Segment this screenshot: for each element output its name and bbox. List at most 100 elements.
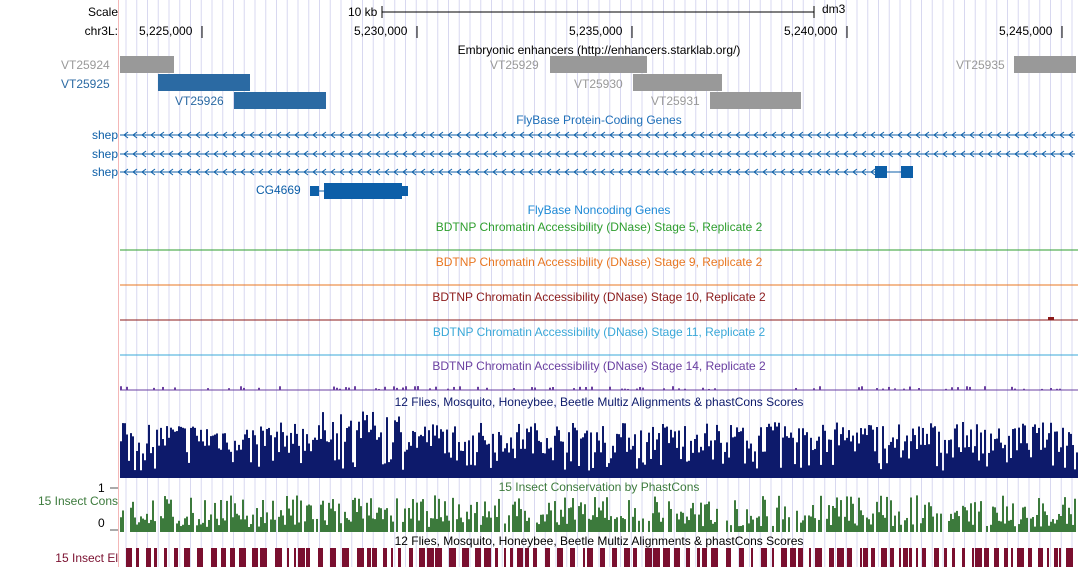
multiz-bar [600,452,602,478]
multiz-bar [370,429,372,478]
gene-label-shep[interactable]: shep [91,128,118,142]
ruler-ticks [201,26,1063,38]
enhancer-feature[interactable] [550,56,647,73]
multiz-bar [404,451,406,478]
cg4669-gene-model[interactable] [310,182,410,200]
dnase-stage11-signal[interactable] [120,341,1078,357]
enhancer-label[interactable]: VT25926 [175,94,224,108]
phastcons-bar [596,517,598,532]
phastcons-bar [248,526,250,532]
enhancer-label[interactable]: VT25931 [651,94,700,108]
phastcons-bar [910,497,912,532]
strand-arrow-icon [915,131,921,139]
conserved-element [815,548,822,567]
phastcons-bar [1050,521,1052,532]
strand-arrow-icon [258,131,264,139]
dnase-stage14-signal[interactable] [120,376,1078,392]
multiz-bar [272,460,274,478]
multiz-bar [924,444,926,478]
enhancer-feature[interactable] [633,74,722,91]
enhancer-feature[interactable] [1014,56,1076,73]
phastcons-bar [966,510,968,532]
multiz-conservation-graph[interactable] [120,408,1078,478]
strand-arrow-icon [1050,131,1056,139]
gene-label-cg4669[interactable]: CG4669 [256,183,301,197]
dnase-stage9-signal[interactable] [120,271,1078,287]
dnase-signal-bar [405,386,407,390]
phastcons-bar [584,504,586,532]
multiz-bar [954,428,956,478]
gene-label-shep[interactable]: shep [91,147,118,161]
phastcons-bar [870,524,872,532]
strand-arrow-icon [870,131,876,139]
gene-label-shep[interactable]: shep [91,165,118,179]
phastcons-bar [436,518,438,532]
conserved-element [398,548,401,567]
enhancer-feature[interactable] [234,92,326,109]
multiz-bar [462,450,464,478]
phastcons-bar [1054,523,1056,532]
phastcons-bar [296,495,298,532]
multiz-bar [818,436,820,478]
multiz-bar [748,448,750,478]
enhancer-label[interactable]: VT25929 [490,58,539,72]
dnase-stage10-signal[interactable] [120,306,1078,322]
phastcons-bar [1062,504,1064,532]
multiz-bar [782,437,784,478]
phastcons-bar [590,519,592,532]
strand-arrow-icon [249,131,255,139]
ruler-position: 5,225,000 [139,24,193,38]
multiz-bar [430,445,432,478]
phastcons-bar [494,505,496,532]
multiz-bar [392,442,394,478]
conserved-element [1054,548,1058,567]
enhancer-label[interactable]: VT25925 [61,77,110,91]
enhancer-label[interactable]: VT25924 [61,58,110,72]
strand-arrow-icon [123,150,129,158]
phastcons-bar [862,515,864,532]
strand-arrow-icon [843,150,849,158]
enhancer-feature[interactable] [120,56,174,73]
multiz-bar [1050,422,1052,478]
phastcons-graph[interactable] [120,494,1078,532]
enhancer-feature[interactable] [710,92,801,109]
multiz-bar [948,440,950,478]
enhancer-label[interactable]: VT25930 [574,77,623,91]
scale-bar [381,6,815,18]
dnase-stage5-signal[interactable] [120,236,1078,252]
multiz-bar [708,446,710,478]
multiz-bar [290,432,292,478]
shep-gene-models[interactable] [120,128,1078,184]
multiz-bar [534,423,536,478]
multiz-bar [502,451,504,478]
enhancer-label[interactable]: VT25935 [956,58,1005,72]
strand-arrow-icon [384,168,390,176]
conserved-elements-track[interactable] [120,548,1078,567]
enhancer-feature[interactable] [158,74,250,91]
elements-left-label[interactable]: 15 Insect El [55,551,118,565]
multiz-bar [302,428,304,478]
phastcons-left-label[interactable]: 15 Insect Cons [37,494,118,508]
multiz-bar [912,428,914,478]
phastcons-bar [1014,526,1016,532]
multiz-bar [444,453,446,478]
multiz-bar [450,457,452,478]
strand-arrow-icon [411,150,417,158]
phastcons-bar [922,518,924,532]
multiz-bar [422,436,424,478]
multiz-bar [506,443,508,478]
strand-arrow-icon [735,150,741,158]
multiz-bar [544,453,546,478]
phastcons-bar [430,518,432,532]
phastcons-bar [136,524,138,532]
conserved-element [211,548,217,567]
multiz-bar [1068,432,1070,478]
phastcons-bar [294,524,296,532]
strand-arrow-icon [924,131,930,139]
phastcons-bar [310,505,312,532]
multiz-bar [608,463,610,478]
phastcons-bar [1060,516,1062,532]
strand-arrow-icon [402,150,408,158]
strand-arrow-icon [663,168,669,176]
